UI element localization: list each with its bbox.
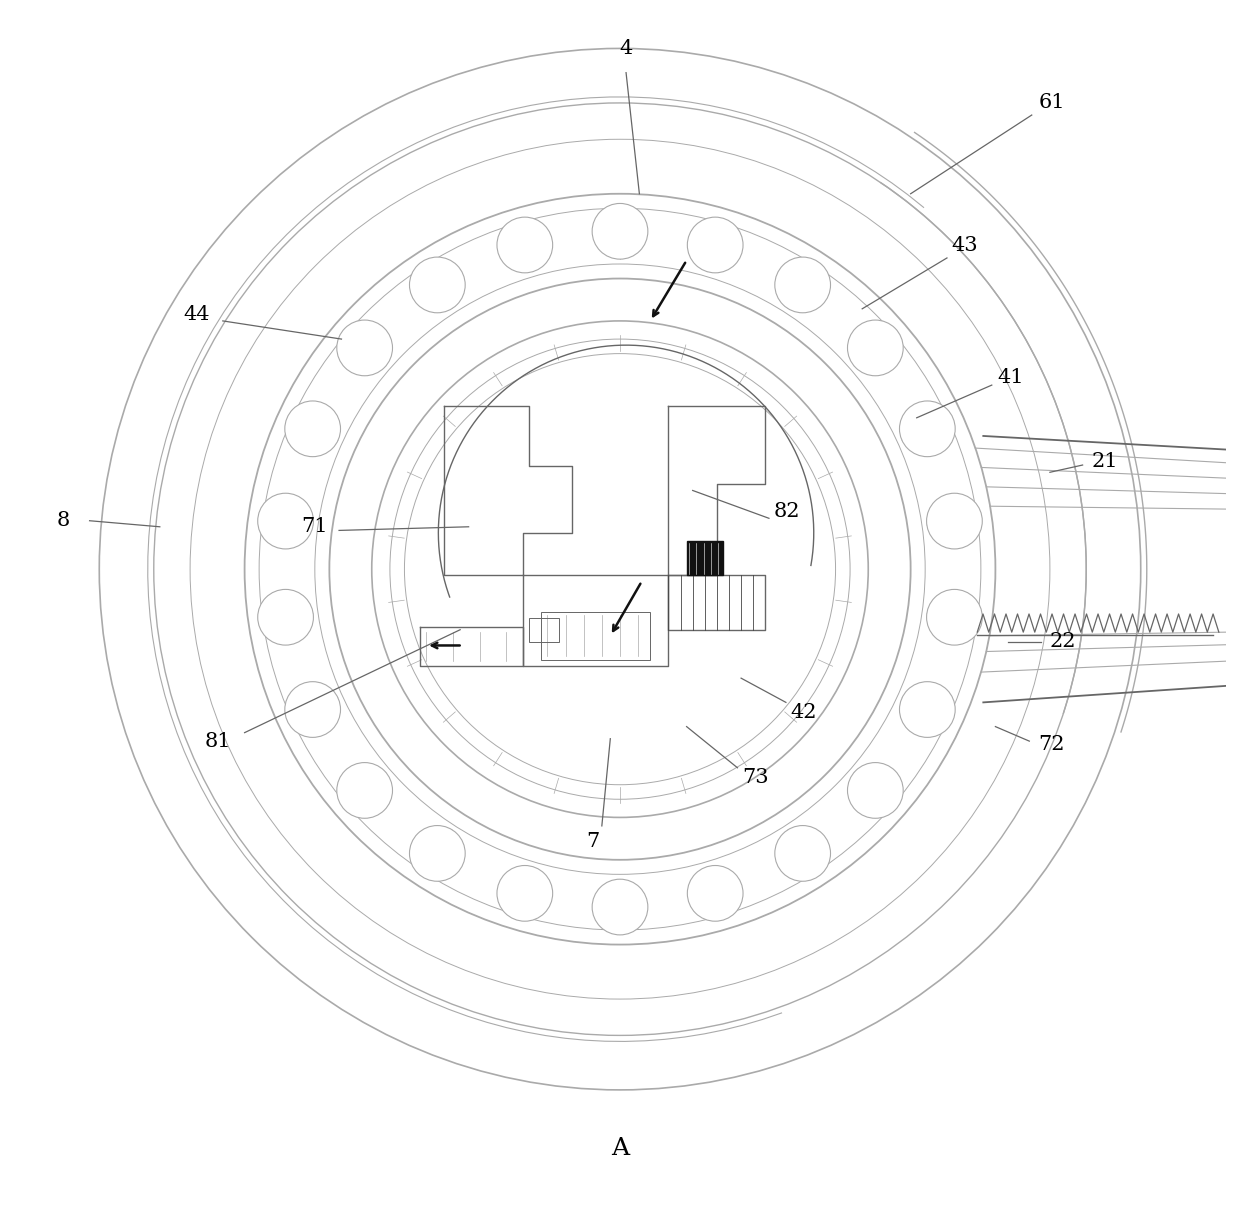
Circle shape bbox=[687, 217, 743, 272]
Text: 22: 22 bbox=[1050, 632, 1076, 652]
Text: 4: 4 bbox=[620, 39, 632, 58]
Circle shape bbox=[337, 320, 393, 375]
Circle shape bbox=[409, 257, 465, 312]
Text: 21: 21 bbox=[1091, 452, 1117, 471]
Circle shape bbox=[497, 866, 553, 922]
Circle shape bbox=[847, 763, 903, 819]
Circle shape bbox=[497, 217, 553, 272]
Text: 44: 44 bbox=[184, 305, 210, 325]
Circle shape bbox=[775, 257, 831, 312]
Text: 61: 61 bbox=[1039, 93, 1065, 113]
Circle shape bbox=[926, 493, 982, 549]
Text: 8: 8 bbox=[56, 511, 69, 530]
Circle shape bbox=[285, 401, 341, 457]
Bar bbox=[687, 541, 723, 575]
Text: 72: 72 bbox=[1038, 735, 1064, 754]
Circle shape bbox=[258, 493, 314, 549]
Circle shape bbox=[337, 763, 393, 819]
Circle shape bbox=[593, 879, 647, 935]
Text: 73: 73 bbox=[743, 768, 769, 787]
Circle shape bbox=[775, 826, 831, 882]
Text: 7: 7 bbox=[587, 832, 600, 851]
Bar bbox=[542, 612, 650, 660]
Circle shape bbox=[847, 320, 903, 375]
Circle shape bbox=[409, 826, 465, 882]
Text: 71: 71 bbox=[301, 517, 329, 536]
Circle shape bbox=[687, 866, 743, 922]
Circle shape bbox=[899, 401, 955, 457]
Text: 41: 41 bbox=[998, 368, 1024, 388]
Circle shape bbox=[899, 682, 955, 737]
Text: 81: 81 bbox=[205, 731, 232, 751]
Text: A: A bbox=[611, 1137, 629, 1159]
Circle shape bbox=[593, 203, 647, 259]
Circle shape bbox=[285, 682, 341, 737]
Text: 42: 42 bbox=[791, 702, 817, 722]
Circle shape bbox=[926, 590, 982, 645]
Bar bbox=[529, 618, 559, 642]
Circle shape bbox=[258, 590, 314, 645]
Text: 82: 82 bbox=[774, 501, 800, 521]
Text: 43: 43 bbox=[952, 236, 978, 256]
